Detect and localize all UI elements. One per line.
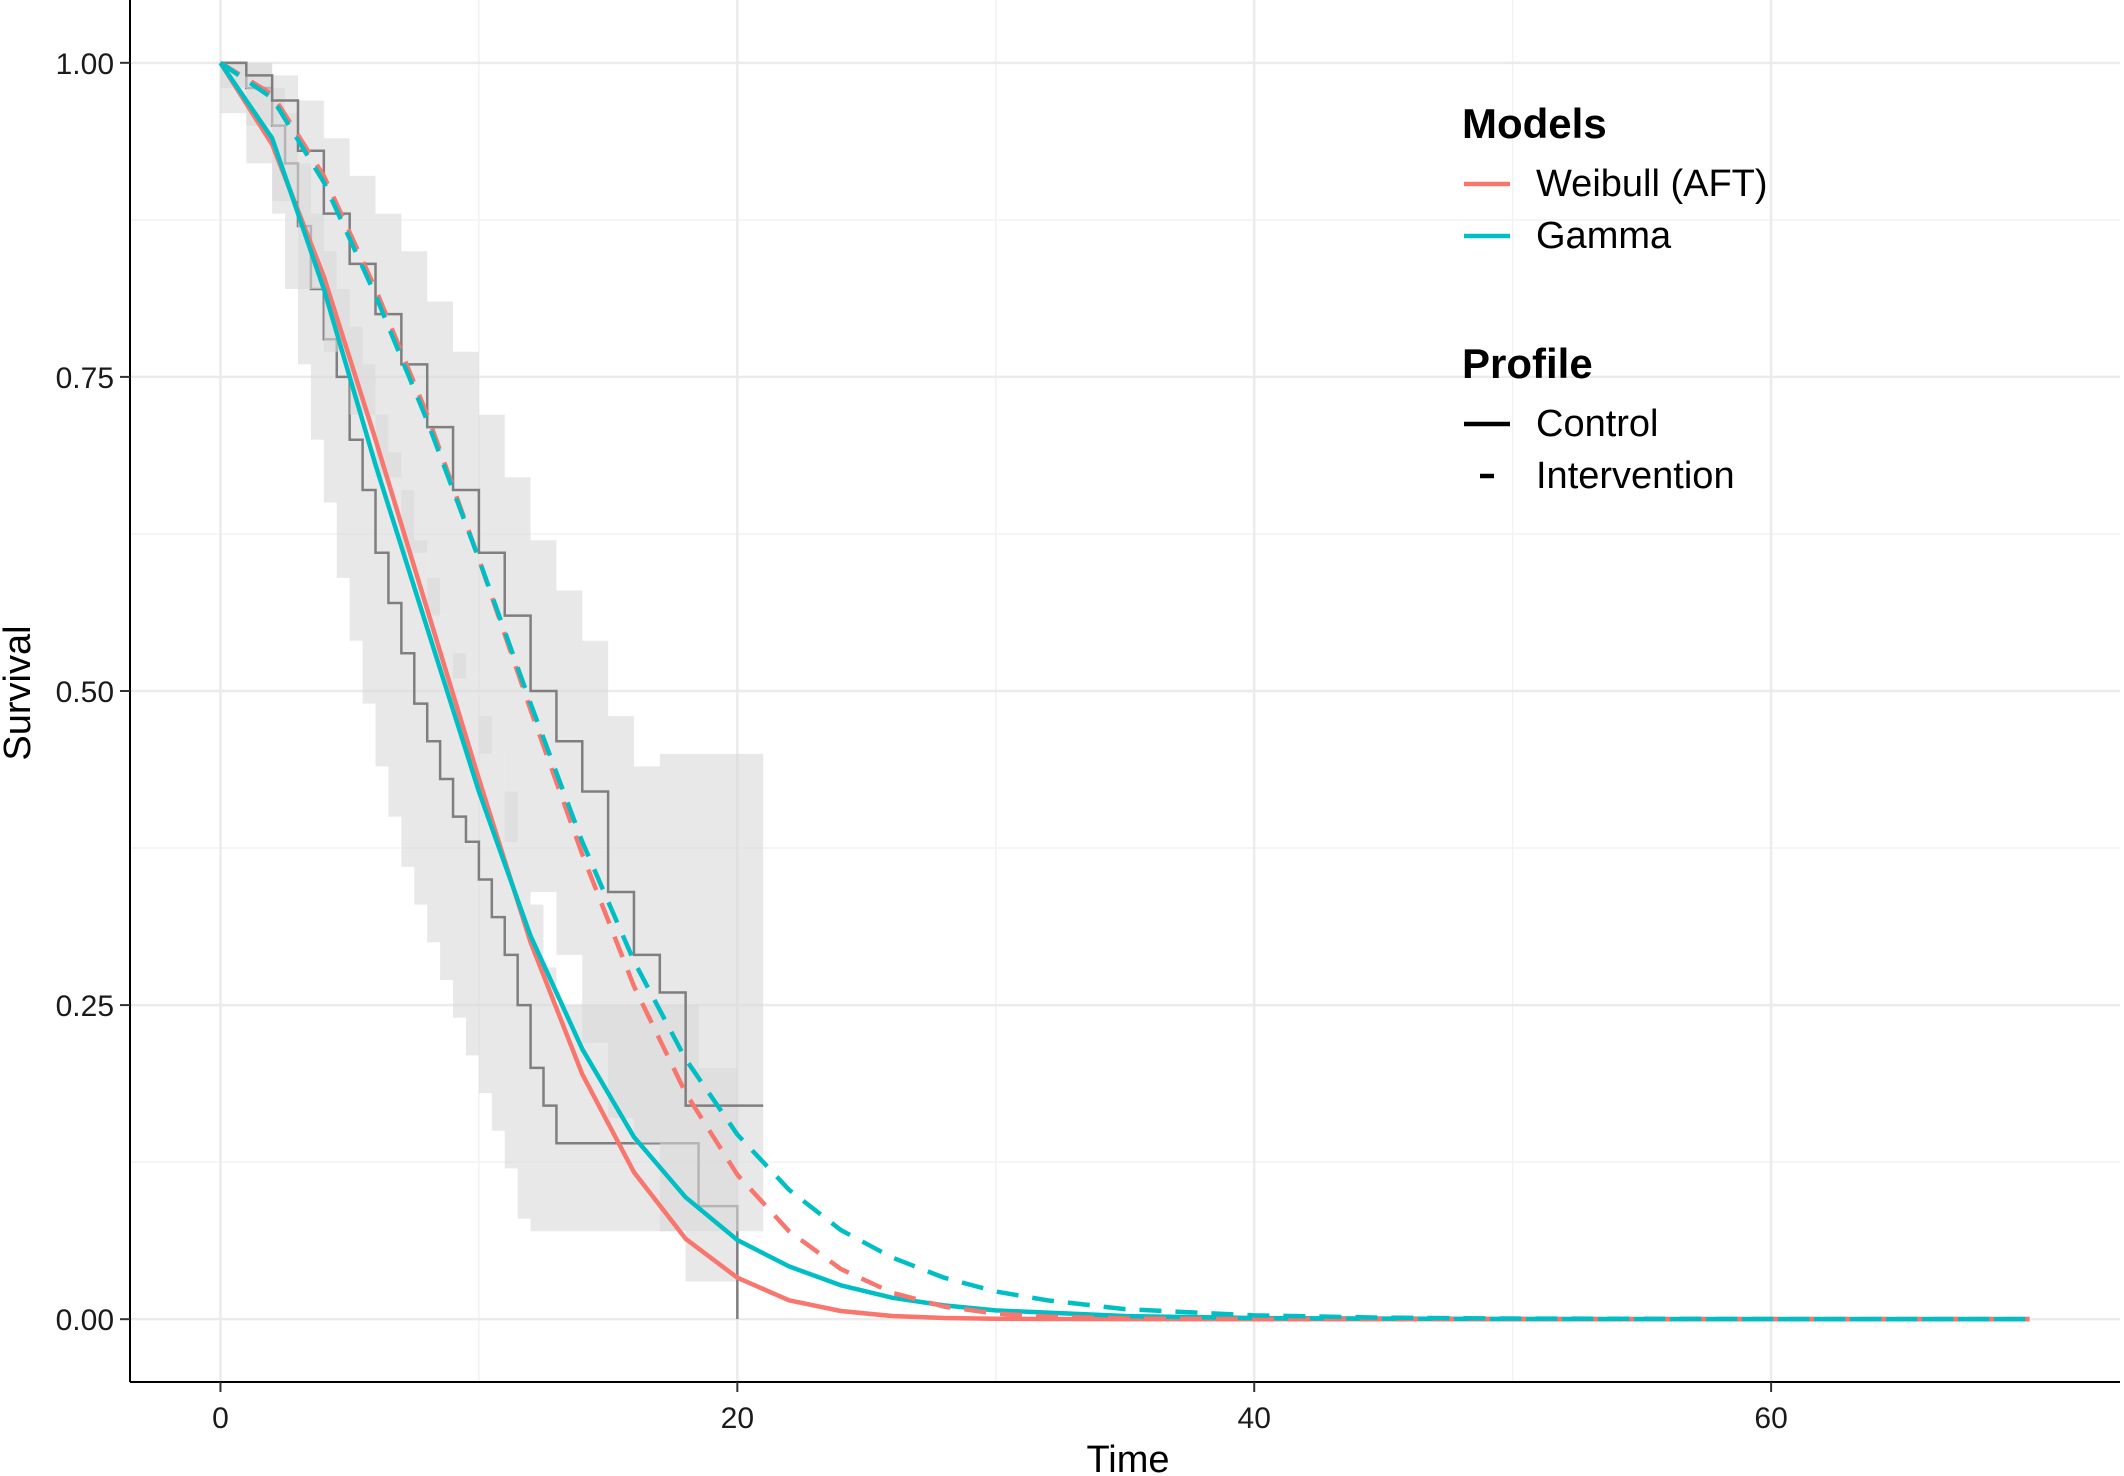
gamma-control-curve	[218, 61, 2030, 1322]
legend-label: Gamma	[1536, 215, 1672, 257]
x-ticks: 0 20 40 60	[212, 1382, 1788, 1435]
legend-title-profile: Profile	[1462, 340, 1593, 387]
legend: Models Weibull (AFT) Gamma Profile Control In…	[1462, 100, 1768, 497]
legend-label: Intervention	[1536, 455, 1735, 497]
y-tick-label: 0.75	[56, 362, 114, 395]
y-axis-title: Survival	[0, 625, 39, 760]
y-tick-label: 0.50	[56, 676, 114, 709]
legend-title-models: Models	[1462, 100, 1607, 147]
grid-major	[130, 0, 2120, 1382]
x-tick-label: 40	[1238, 1402, 1271, 1435]
legend-label: Weibull (AFT)	[1536, 163, 1768, 205]
y-tick-label: 0.25	[56, 990, 114, 1023]
y-tick-label: 1.00	[56, 48, 114, 81]
gamma-intervention-curve	[219, 60, 2030, 1322]
x-axis-title: Time	[1086, 1439, 1169, 1476]
x-tick-label: 60	[1754, 1402, 1787, 1435]
x-tick-label: 0	[212, 1402, 229, 1435]
km-confidence-band-intervention	[220, 62, 764, 1232]
y-ticks: 0.00 0.25 0.50 0.75 1.00	[56, 48, 130, 1337]
x-tick-label: 20	[721, 1402, 754, 1435]
y-tick-label: 0.00	[56, 1304, 114, 1337]
model-curves-layer	[218, 60, 2030, 1322]
legend-label: Control	[1536, 403, 1659, 445]
weibull-intervention-curve	[219, 60, 2030, 1322]
